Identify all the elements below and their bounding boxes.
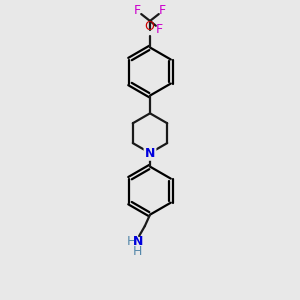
Text: H: H: [127, 235, 136, 248]
Text: H: H: [133, 245, 142, 258]
Text: F: F: [156, 23, 163, 36]
Text: F: F: [159, 4, 166, 17]
Text: N: N: [145, 146, 155, 160]
Text: N: N: [133, 235, 143, 248]
Text: F: F: [134, 4, 141, 17]
Text: O: O: [145, 20, 154, 34]
